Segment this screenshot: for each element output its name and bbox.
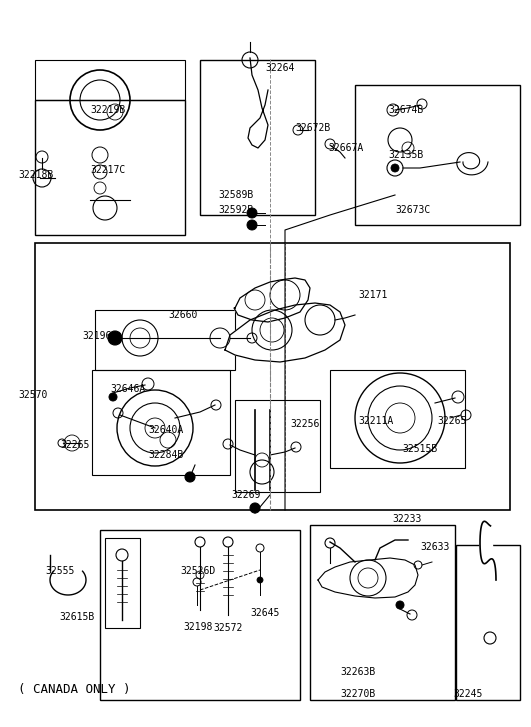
Circle shape — [109, 393, 117, 401]
Text: 32592B: 32592B — [218, 205, 253, 215]
Polygon shape — [234, 278, 310, 322]
Text: 32263B: 32263B — [340, 667, 375, 677]
Text: 32269: 32269 — [232, 490, 261, 500]
Text: 32218B: 32218B — [18, 170, 53, 180]
Bar — [235, 400, 320, 492]
Circle shape — [185, 472, 195, 482]
Text: 32673C: 32673C — [395, 205, 430, 215]
Text: 32270B: 32270B — [340, 689, 375, 699]
Circle shape — [396, 601, 404, 609]
Circle shape — [391, 164, 399, 172]
Circle shape — [247, 220, 257, 230]
Bar — [310, 525, 455, 700]
Circle shape — [257, 577, 263, 583]
Text: 32640A: 32640A — [148, 425, 183, 435]
Circle shape — [247, 208, 257, 218]
Polygon shape — [225, 303, 345, 362]
Text: 32526D: 32526D — [181, 566, 216, 576]
Text: 32515B: 32515B — [402, 444, 437, 454]
Text: 32633: 32633 — [420, 542, 449, 552]
Text: 32615B: 32615B — [60, 612, 95, 622]
Text: 32171: 32171 — [358, 290, 388, 300]
Text: 32264: 32264 — [265, 63, 294, 73]
Text: 32219B: 32219B — [91, 105, 126, 115]
Text: 32211A: 32211A — [358, 416, 393, 426]
Text: 32217C: 32217C — [91, 165, 126, 175]
Circle shape — [250, 503, 260, 513]
Text: 32672B: 32672B — [295, 123, 330, 133]
Text: 32555: 32555 — [45, 566, 74, 576]
Bar — [456, 545, 520, 700]
Text: 32245: 32245 — [453, 689, 483, 699]
Text: ( CANADA ONLY ): ( CANADA ONLY ) — [18, 683, 131, 696]
Text: 32645: 32645 — [250, 608, 280, 618]
Text: 32196: 32196 — [82, 331, 112, 341]
Text: 32265: 32265 — [60, 440, 89, 450]
Polygon shape — [480, 521, 496, 580]
Text: 32674B: 32674B — [388, 105, 423, 115]
Text: 32667A: 32667A — [328, 143, 363, 153]
Bar — [35, 243, 510, 510]
Bar — [95, 310, 235, 370]
Bar — [100, 530, 300, 700]
Circle shape — [108, 331, 122, 345]
Text: 32233: 32233 — [392, 514, 422, 524]
Polygon shape — [318, 558, 418, 598]
Text: 32570: 32570 — [18, 390, 47, 400]
Text: 32265: 32265 — [437, 416, 466, 426]
Bar — [35, 100, 185, 235]
Bar — [105, 538, 140, 628]
Text: 32284B: 32284B — [148, 450, 183, 460]
Text: 32198: 32198 — [183, 622, 213, 632]
Text: 32135B: 32135B — [388, 150, 423, 160]
Bar — [200, 60, 315, 215]
Text: 32660: 32660 — [168, 310, 198, 320]
Bar — [355, 85, 520, 225]
Text: 32646A: 32646A — [110, 384, 145, 394]
Bar — [92, 370, 230, 475]
Text: 32572: 32572 — [213, 623, 243, 633]
Text: 32256: 32256 — [290, 419, 319, 429]
Bar — [330, 370, 465, 468]
Text: 32589B: 32589B — [218, 190, 253, 200]
Bar — [35, 60, 185, 100]
